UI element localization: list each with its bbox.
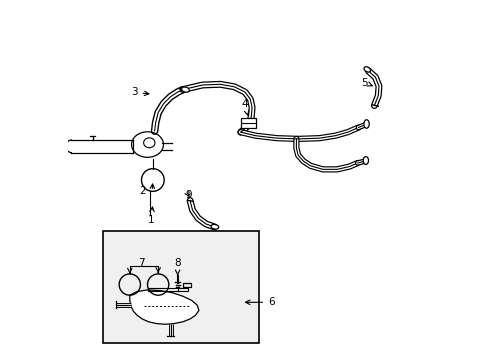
Text: 9: 9 <box>185 190 192 200</box>
Ellipse shape <box>182 87 189 92</box>
Ellipse shape <box>363 157 368 165</box>
Text: 8: 8 <box>174 258 181 275</box>
Text: 2: 2 <box>140 186 146 196</box>
Bar <box>103 231 259 343</box>
Ellipse shape <box>364 120 369 128</box>
Text: 7: 7 <box>138 258 145 268</box>
Text: 3: 3 <box>131 87 149 98</box>
Polygon shape <box>130 290 199 324</box>
Bar <box>242 118 256 128</box>
Text: 4: 4 <box>242 99 249 115</box>
Text: 1: 1 <box>148 207 154 225</box>
Ellipse shape <box>211 224 219 229</box>
Bar <box>183 283 191 287</box>
Ellipse shape <box>364 67 370 72</box>
Text: 6: 6 <box>245 297 275 307</box>
Text: 5: 5 <box>361 77 373 87</box>
